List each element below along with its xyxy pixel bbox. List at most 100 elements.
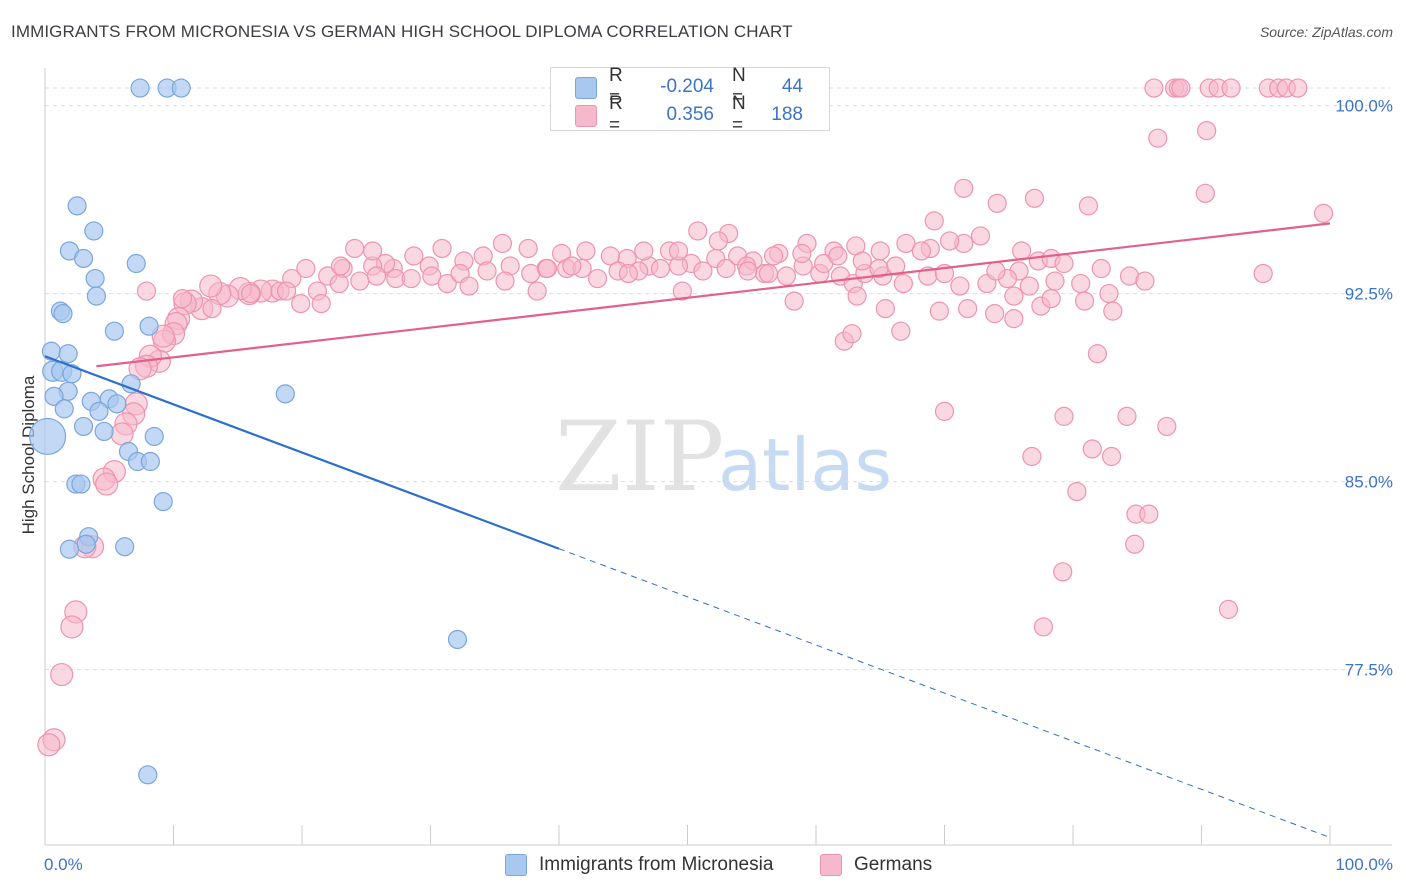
germans-point xyxy=(1022,446,1042,467)
germans-point xyxy=(151,324,175,348)
germans-point xyxy=(828,246,848,266)
micronesia-point xyxy=(84,221,104,241)
micronesia-point xyxy=(53,304,73,324)
micronesia-swatch xyxy=(575,77,597,99)
germans-point xyxy=(634,241,654,261)
germans-point xyxy=(763,246,784,266)
germans-point xyxy=(1101,446,1122,467)
legend-r-label: R = xyxy=(609,93,623,136)
germans-point xyxy=(521,263,541,284)
micronesia-point xyxy=(447,629,468,650)
germans-point xyxy=(929,301,949,321)
legend-r-value: -0.204 xyxy=(660,76,714,97)
germans-point xyxy=(1087,344,1108,364)
germans-point xyxy=(1024,188,1045,208)
germans-point xyxy=(618,263,638,284)
germans-point xyxy=(1313,203,1334,223)
micronesia-trend-dashed xyxy=(558,548,1331,838)
germans-point xyxy=(477,261,497,281)
germans-point xyxy=(1144,78,1164,98)
germans-point xyxy=(1033,617,1054,637)
germans-point xyxy=(422,266,442,286)
germans-point xyxy=(50,662,74,687)
germans-point xyxy=(875,299,895,319)
germans-point xyxy=(924,211,944,231)
micronesia-point xyxy=(107,394,127,414)
germans-point xyxy=(847,286,867,306)
germans-point xyxy=(128,357,152,381)
watermark-atlas: atlas xyxy=(718,423,892,507)
germans-point xyxy=(1041,288,1061,309)
chart-title: IMMIGRANTS FROM MICRONESIA VS GERMAN HIG… xyxy=(11,22,793,41)
tick-labels: 77.5% 85.0% 92.5% 100.0% 0.0% 100.0% xyxy=(44,97,1393,874)
germans-point xyxy=(37,733,61,757)
germans-legend-label: Germans xyxy=(854,854,933,875)
germans-point xyxy=(1253,263,1273,284)
micronesia-point xyxy=(44,386,64,406)
germans-point xyxy=(1019,276,1039,296)
micronesia-point xyxy=(59,539,80,559)
germans-point xyxy=(1004,309,1024,329)
y-tick-label: 77.5% xyxy=(1345,661,1393,680)
germans-point xyxy=(1171,78,1191,98)
germans-point xyxy=(852,251,872,271)
germans-point xyxy=(1099,283,1119,304)
chart-source: Source: ZipAtlas.com xyxy=(1259,24,1393,40)
germans-point xyxy=(1288,78,1308,98)
germans-point xyxy=(1221,78,1241,98)
germans-point xyxy=(950,276,970,296)
micronesia-point xyxy=(153,492,173,512)
germans-point xyxy=(459,276,479,296)
micronesia-point xyxy=(275,384,295,404)
germans-point xyxy=(1045,271,1065,291)
legend-n-value: 188 xyxy=(771,104,803,125)
micronesia-point xyxy=(139,316,159,336)
germans-point xyxy=(893,273,913,294)
y-tick-label: 100.0% xyxy=(1335,97,1393,116)
y-tick-label: 85.0% xyxy=(1345,473,1393,492)
micronesia-point xyxy=(138,765,158,785)
germans-point xyxy=(562,256,582,276)
micronesia-point xyxy=(67,196,87,216)
y-tick-label: 92.5% xyxy=(1345,285,1393,304)
micronesia-point xyxy=(73,416,94,437)
x-tick-label: 0.0% xyxy=(44,855,83,874)
legend-n-label: N = xyxy=(732,93,746,136)
legend-r-value: 0.356 xyxy=(666,104,714,125)
micronesia-point xyxy=(126,253,146,274)
germans-point xyxy=(1053,562,1073,582)
micronesia-points xyxy=(28,78,468,785)
germans-point xyxy=(738,261,758,281)
germans-point xyxy=(492,233,513,254)
micronesia-point xyxy=(94,421,114,442)
germans-point xyxy=(1054,406,1074,426)
germans-point xyxy=(672,281,692,301)
germans-point xyxy=(716,258,736,279)
germans-point xyxy=(934,401,955,421)
germans-point xyxy=(650,258,671,279)
germans-point xyxy=(896,233,916,254)
germans-point xyxy=(1004,286,1024,306)
germans-points xyxy=(37,78,1334,757)
micronesia-point xyxy=(171,78,191,98)
germans-point xyxy=(940,231,960,251)
germans-point xyxy=(587,268,608,289)
germans-point xyxy=(1197,121,1217,141)
axes xyxy=(44,68,1392,846)
germans-point xyxy=(296,258,316,279)
micronesia-point xyxy=(85,268,105,289)
germans-point xyxy=(987,193,1007,213)
germans-point xyxy=(136,281,157,301)
germans-point xyxy=(842,324,862,344)
germans-point xyxy=(1071,273,1091,294)
micronesia-point xyxy=(104,321,124,341)
germans-legend-swatch xyxy=(820,854,842,876)
micronesia-point xyxy=(140,451,160,472)
germans-point xyxy=(576,241,596,261)
germans-point xyxy=(1091,258,1111,279)
germans-point xyxy=(693,261,713,281)
germans-swatch xyxy=(575,105,597,127)
germans-point xyxy=(986,261,1006,281)
micronesia-point xyxy=(73,248,94,269)
germans-point xyxy=(345,238,365,259)
